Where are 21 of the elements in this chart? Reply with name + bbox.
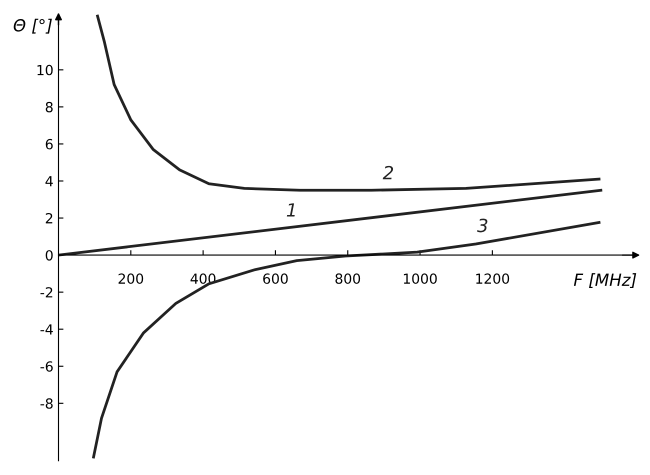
x-tick-label: 800 [335, 273, 360, 284]
y-tick-label: 0 [46, 250, 53, 261]
x-tick-label: 1000 [404, 273, 437, 284]
x-tick-label: 1200 [476, 273, 510, 284]
y-tick-label: -2 [40, 287, 52, 298]
y-tick-label: -8 [40, 398, 53, 409]
y-tick-label: 10 [37, 64, 53, 76]
x-axis-title: F [MHz] [574, 273, 636, 288]
y-tick-label: -6 [40, 361, 53, 372]
series-label: 3 [477, 218, 488, 232]
x-tick-label: 600 [263, 273, 288, 284]
y-tick-label: 8 [46, 102, 53, 112]
x-tick-label: 200 [118, 273, 144, 284]
series-label: 2 [382, 166, 394, 180]
y-tick-label: 2 [46, 213, 52, 224]
y-tick-label: 6 [46, 138, 53, 150]
y-axis-title: Θ [°] [14, 18, 52, 34]
line-series [96, 14, 600, 192]
series-label: 1 [286, 203, 295, 217]
y-tick-label: -4 [40, 324, 53, 334]
y-tick-label: 4 [45, 176, 53, 186]
